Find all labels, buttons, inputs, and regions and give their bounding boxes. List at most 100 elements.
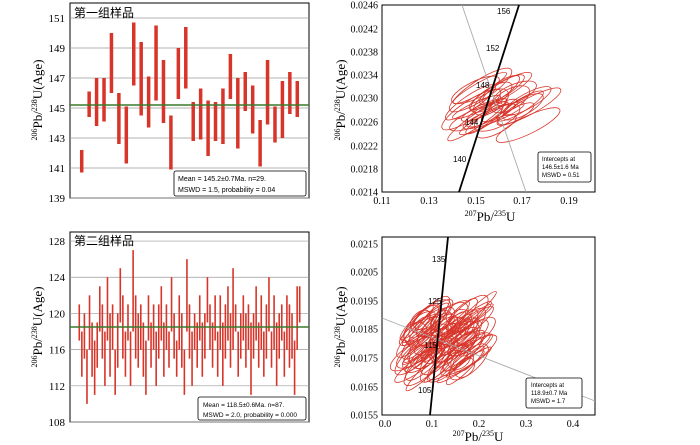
age-bar <box>145 340 147 395</box>
age-bar <box>124 106 129 164</box>
age-bar <box>129 331 132 386</box>
concordia-age-label: 125 <box>428 297 442 306</box>
plot-frame-1 <box>69 2 310 199</box>
panel-age-bars-group1: 139 141 143 145 147 149 151 第一组样品 Mean = 145.2… <box>30 2 310 205</box>
error-ellipse <box>404 334 443 373</box>
age-bar <box>184 27 188 89</box>
y-tick-label: 0.0222 <box>351 142 379 153</box>
age-bar <box>176 48 181 99</box>
panel-concordia-group1: 156 152 148 144 140 0.11 0.13 0.15 0.17 0.19 0.02… <box>333 1 596 224</box>
age-bar <box>229 313 232 368</box>
age-bar <box>155 331 157 386</box>
error-ellipse <box>436 350 485 384</box>
error-ellipse <box>497 87 562 125</box>
age-bar <box>193 313 196 350</box>
concordia-labels-2: 135 125 115 105 <box>418 255 446 395</box>
age-bar <box>198 88 203 140</box>
age-bar <box>258 120 262 167</box>
error-ellipse <box>479 75 521 106</box>
age-bar <box>124 331 127 377</box>
error-ellipse <box>442 350 469 372</box>
age-bar <box>295 81 300 117</box>
age-bar <box>255 286 257 341</box>
x-tick-label: 0.19 <box>560 196 578 207</box>
age-bar <box>93 340 96 395</box>
age-bar <box>106 277 109 341</box>
age-bar <box>87 91 91 117</box>
age-bar <box>114 349 116 395</box>
concordia-age-label: 135 <box>432 255 446 264</box>
x-tick-label: 0.0 <box>379 419 392 430</box>
error-ellipse <box>449 343 489 381</box>
age-bar <box>88 295 91 350</box>
age-bar <box>275 322 278 386</box>
age-bar <box>139 42 143 116</box>
x-axis-label-4: 207Pb/235U <box>453 429 504 444</box>
error-ellipse <box>410 311 437 334</box>
age-bar <box>250 322 252 395</box>
age-bar <box>216 331 219 377</box>
y-tick-label: 0.0242 <box>351 25 379 36</box>
y-tick-label: 0.0230 <box>351 94 379 105</box>
x-tick-label: 0.3 <box>520 419 533 430</box>
age-bar <box>142 322 145 377</box>
x-tick-label: 0.1 <box>426 419 439 430</box>
y-tick-label: 0.0218 <box>351 165 379 176</box>
error-ellipse <box>465 108 503 135</box>
age-bar <box>237 331 240 377</box>
age-bar <box>132 22 136 86</box>
age-bar <box>175 340 178 377</box>
concordia-age-label: 152 <box>486 44 500 53</box>
age-bar <box>154 25 158 101</box>
age-bar <box>86 349 88 404</box>
age-bar <box>196 322 198 368</box>
y-tick-label: 0.0175 <box>351 354 379 365</box>
age-bar <box>117 93 121 144</box>
y-tick-label: 120 <box>49 308 66 320</box>
intercept-line-1: Intercepts at <box>542 157 575 163</box>
age-bar <box>160 286 163 341</box>
y-tick-label: 147 <box>49 73 66 85</box>
y-tick-label: 116 <box>49 345 66 357</box>
age-bar <box>250 85 255 134</box>
age-bar <box>198 295 201 341</box>
concordia-age-label: 148 <box>476 81 490 90</box>
stats-box-1: Mean = 145.2±0.7Ma. n=29. MSWD = 1.5, pr… <box>173 170 307 197</box>
age-bar <box>270 331 273 368</box>
age-bar <box>78 304 81 341</box>
intercept-box-1: Intercepts at 146.5±1.6 Ma MSWD = 0.51 <box>537 151 592 183</box>
age-bar <box>116 313 119 368</box>
y-tick-label: 149 <box>49 43 66 55</box>
age-bar <box>291 313 293 359</box>
age-bar <box>201 322 204 377</box>
stats-line-1: Mean = 145.2±0.7Ma. n=29. <box>178 176 266 183</box>
y-tick-label: 143 <box>49 133 66 145</box>
stats-box-3: Mean = 118.5±0.6Ma. n=87. MSWD = 2.0, pr… <box>197 396 307 421</box>
y-tick-label: 0.0226 <box>351 118 379 129</box>
age-bar <box>173 313 175 359</box>
age-bar <box>169 115 173 170</box>
y-tick-label: 0.0214 <box>351 188 379 199</box>
error-ellipse <box>452 71 507 105</box>
age-bar <box>280 304 283 341</box>
error-ellipse <box>428 337 482 381</box>
y-ticks-3: 108 112 116 120 124 128 <box>49 236 66 429</box>
age-bar <box>243 72 247 111</box>
intercept-line-6: MSWD = 1.7 <box>531 399 566 405</box>
y-tick-label: 0.0165 <box>351 383 379 394</box>
y-tick-label: 0.0195 <box>351 297 379 308</box>
age-bar <box>219 295 222 350</box>
age-bar <box>206 277 209 323</box>
error-ellipse <box>495 107 561 143</box>
age-bar <box>260 295 263 350</box>
age-bar <box>280 81 285 138</box>
age-bar <box>191 331 193 386</box>
age-bar <box>157 304 160 359</box>
x-tick-label: 0.2 <box>473 419 486 430</box>
stats-line-2: MSWD = 1.5, probability = 0.04 <box>178 187 275 194</box>
age-bar <box>102 78 106 122</box>
bars-1 <box>79 22 300 173</box>
age-bar <box>119 268 122 323</box>
age-bar <box>236 78 240 149</box>
age-bar <box>263 331 265 377</box>
